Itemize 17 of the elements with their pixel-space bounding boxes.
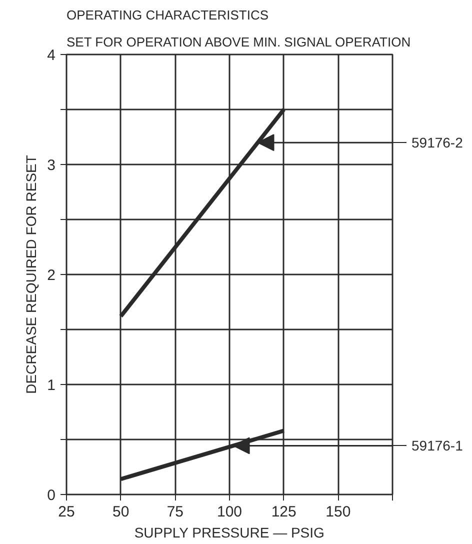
- x-axis-title: SUPPLY PRESSURE — PSIG: [134, 524, 324, 540]
- x-tick-label: 75: [166, 504, 184, 520]
- y-tick-label: 3: [47, 157, 56, 174]
- chart-subtitle: SET FOR OPERATION ABOVE MIN. SIGNAL OPERATION: [66, 34, 411, 50]
- x-tick-label: 100: [216, 504, 242, 520]
- y-axis-title: DECREASE REQUIRED FOR RESET: [23, 154, 40, 394]
- y-tick-label: 0: [47, 487, 56, 504]
- x-tick-label: 125: [271, 504, 296, 520]
- y-tick-label: 1: [47, 377, 56, 394]
- chart-title: OPERATING CHARACTERISTICS: [66, 8, 269, 22]
- y-tick-label: 4: [47, 47, 56, 64]
- y-tick-label: 2: [47, 267, 56, 284]
- legend-label: 59176-2: [412, 134, 464, 151]
- x-tick-label: 50: [112, 504, 130, 520]
- x-tick-label: 25: [58, 504, 75, 520]
- legend-label: 59176-1: [412, 438, 464, 454]
- x-tick-label: 150: [326, 504, 351, 520]
